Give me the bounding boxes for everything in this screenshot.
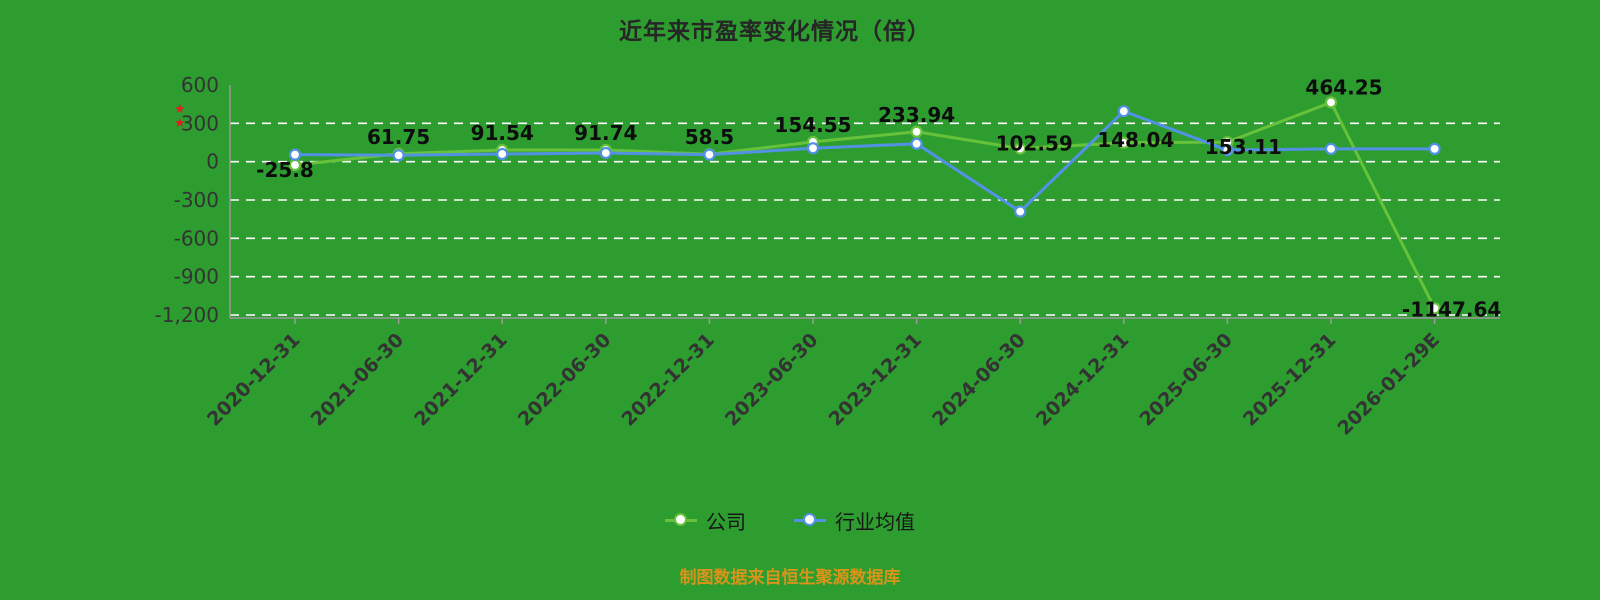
y-axis-tick-label: 600 — [181, 73, 219, 97]
x-axis-label: 2025-06-30 — [1135, 329, 1237, 431]
x-axis-label: 2022-06-30 — [514, 329, 616, 431]
legend-label-company: 公司 — [706, 510, 746, 534]
red-stamp-glyph: ★ — [174, 102, 186, 117]
data-point[interactable] — [1221, 144, 1234, 157]
data-point-label: 233.94 — [878, 103, 955, 127]
data-point[interactable] — [910, 125, 923, 138]
data-point[interactable] — [1428, 142, 1441, 155]
data-point[interactable] — [496, 147, 509, 161]
x-axis-label: 2023-12-31 — [825, 329, 927, 431]
data-point[interactable] — [910, 137, 923, 150]
x-axis-label: 2026-01-29E — [1333, 329, 1444, 440]
y-axis-tick-label: -600 — [174, 226, 219, 250]
red-stamp-icon: ★ ★ — [174, 103, 186, 131]
data-point[interactable] — [806, 142, 820, 155]
y-axis-tick-label: 300 — [181, 111, 219, 135]
data-point-label: -1147.64 — [1402, 297, 1501, 321]
company-series-marker-icon — [665, 513, 697, 527]
y-axis-tick-label: -1,200 — [155, 303, 219, 327]
data-point[interactable] — [288, 148, 302, 161]
data-point-label: 58.5 — [685, 125, 734, 149]
data-point[interactable] — [1117, 105, 1130, 118]
data-point-label: -25.8 — [256, 158, 314, 182]
x-axis-label: 2023-06-30 — [721, 329, 823, 431]
data-point[interactable] — [1117, 136, 1130, 149]
series-line-industry — [293, 109, 1437, 213]
data-point[interactable] — [1428, 302, 1441, 315]
data-source-note: 制图数据来自恒生聚源数据库 — [679, 568, 901, 588]
legend-item-industry-average[interactable]: 行业均值 — [794, 506, 915, 535]
chart-title: 近年来市盈率变化情况（倍） — [619, 19, 931, 45]
data-point-label: 91.74 — [574, 121, 637, 145]
data-point[interactable] — [1324, 142, 1338, 155]
x-axis-label: 2020-12-31 — [203, 329, 305, 431]
y-axis-tick-label: -900 — [174, 265, 219, 289]
x-axis-label: 2021-12-31 — [410, 329, 512, 431]
legend-item-company[interactable]: 公司 — [665, 506, 746, 535]
data-point[interactable] — [1324, 96, 1338, 109]
data-point-label: 148.04 — [1097, 128, 1174, 152]
data-point-label: 91.54 — [471, 121, 534, 145]
x-axis-label: 2021-06-30 — [307, 329, 409, 431]
x-axis-label: 2024-12-31 — [1032, 329, 1134, 431]
series-line-company — [293, 100, 1437, 310]
data-point-label: 102.59 — [996, 132, 1073, 156]
chart-legend: 公司 行业均值 — [0, 506, 1580, 535]
data-point[interactable] — [1014, 142, 1027, 155]
data-point-label: 464.25 — [1305, 75, 1382, 99]
industry-series-marker-icon — [794, 513, 826, 527]
x-axis-label: 2025-12-31 — [1239, 329, 1341, 431]
data-point-label: 154.55 — [774, 113, 851, 137]
x-axis-label: 2024-06-30 — [928, 329, 1030, 431]
legend-label-industry-average: 行业均值 — [835, 510, 915, 534]
y-axis-tick-label: 0 — [206, 150, 219, 174]
data-point-label: 61.75 — [367, 125, 430, 149]
y-axis-tick-label: -300 — [174, 188, 219, 212]
x-axis-label: 2022-12-31 — [617, 329, 719, 431]
data-point[interactable] — [703, 148, 716, 161]
data-point[interactable] — [599, 146, 612, 160]
data-point[interactable] — [392, 149, 405, 162]
red-stamp-glyph: ★ — [174, 116, 186, 131]
data-point[interactable] — [1014, 205, 1027, 218]
data-point-label: 153.11 — [1205, 135, 1282, 159]
